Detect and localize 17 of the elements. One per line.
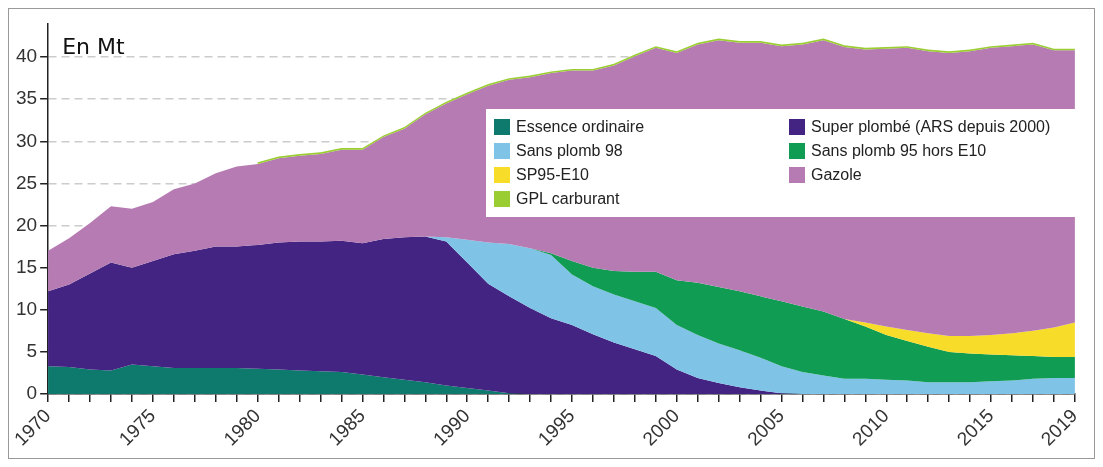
legend-label: Essence ordinaire	[516, 118, 645, 136]
legend-label: Sans plomb 95 hors E10	[811, 142, 987, 160]
legend-label: Super plombé (ARS depuis 2000)	[811, 118, 1051, 136]
y-tick-label: 15	[15, 255, 38, 277]
legend-label: Sans plomb 98	[516, 142, 623, 160]
y-tick-label: 40	[15, 45, 38, 67]
legend-label: Gazole	[811, 166, 862, 184]
legend-label: GPL carburant	[516, 190, 620, 208]
y-tick-label: 0	[26, 382, 38, 404]
annotation: En Mt	[62, 34, 125, 60]
y-tick-label: 35	[15, 87, 38, 109]
y-tick-label: 10	[15, 298, 38, 319]
y-tick-label: 20	[15, 213, 38, 235]
y-tick-label: 25	[15, 171, 38, 193]
y-tick-label: 5	[26, 340, 38, 362]
y-tick-label: 30	[15, 129, 38, 151]
legend-label: SP95-E10	[516, 166, 589, 184]
